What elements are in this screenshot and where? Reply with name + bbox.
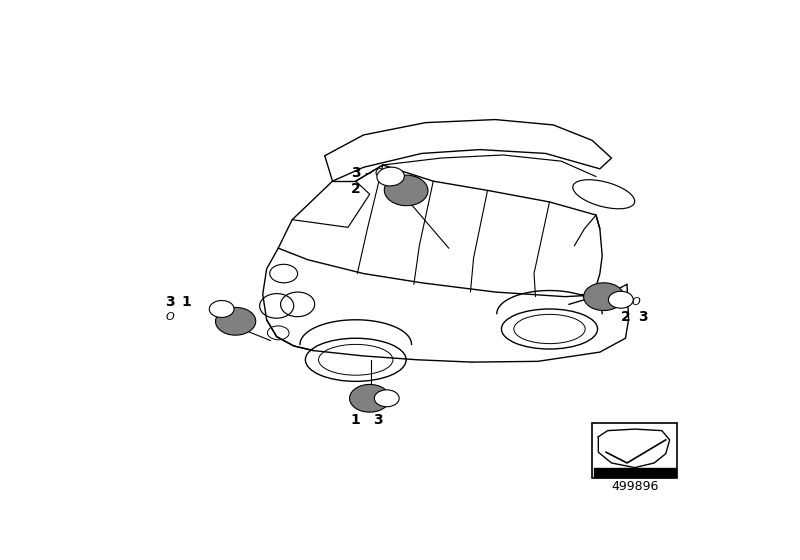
Ellipse shape: [584, 283, 624, 311]
Text: –: –: [364, 167, 370, 180]
Text: O: O: [632, 297, 641, 307]
Ellipse shape: [350, 384, 390, 412]
Text: 3: 3: [351, 166, 361, 180]
Text: 2: 2: [351, 182, 361, 196]
Text: O: O: [166, 312, 174, 323]
Text: O: O: [374, 169, 383, 179]
Text: 2: 2: [621, 310, 630, 324]
Ellipse shape: [377, 167, 404, 186]
Ellipse shape: [609, 291, 633, 308]
Text: 1: 1: [182, 295, 192, 309]
Ellipse shape: [215, 307, 256, 335]
Bar: [592, 423, 678, 478]
Ellipse shape: [384, 175, 428, 206]
Text: O: O: [373, 399, 382, 409]
Bar: [594, 468, 676, 477]
Text: 3: 3: [373, 413, 382, 427]
Text: 3: 3: [638, 310, 647, 324]
Text: 499896: 499896: [611, 480, 658, 493]
Text: 3: 3: [165, 295, 174, 309]
Ellipse shape: [374, 390, 399, 407]
Ellipse shape: [210, 301, 234, 318]
Text: 1: 1: [351, 413, 361, 427]
